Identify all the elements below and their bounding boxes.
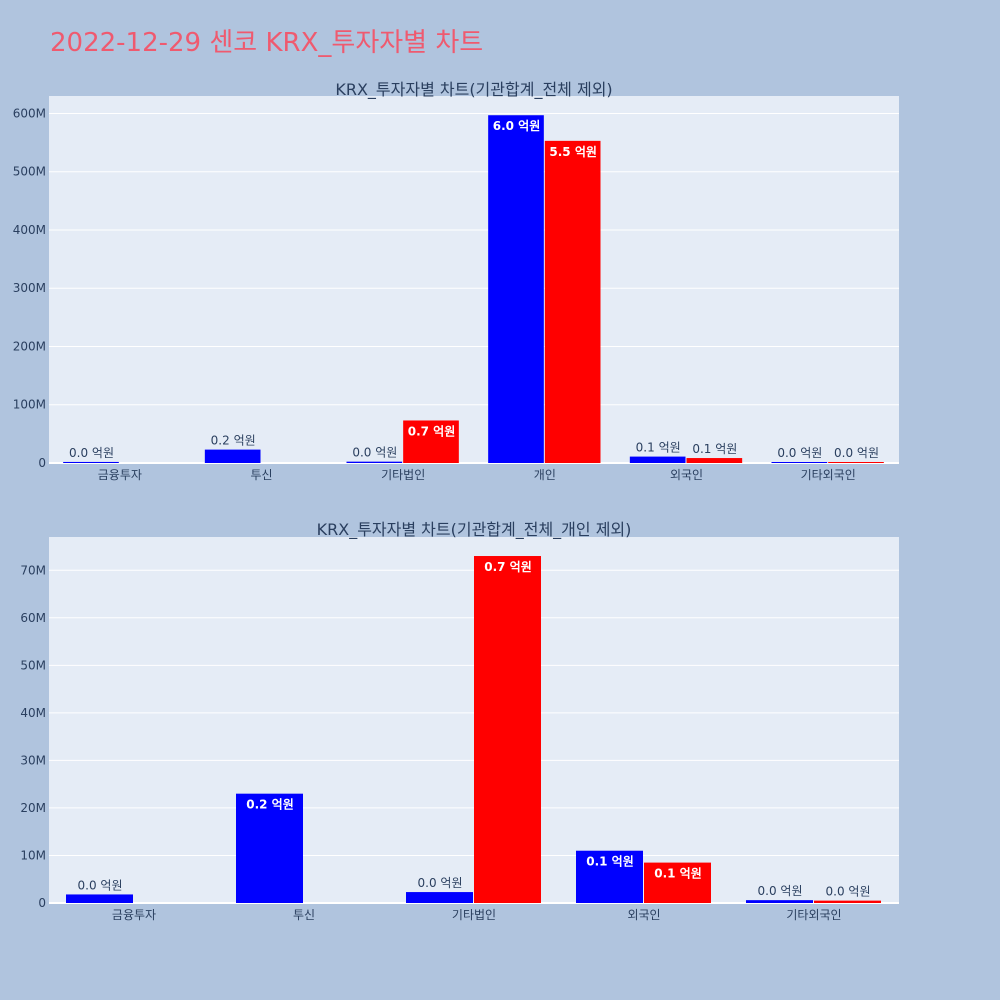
bar-blue [346,461,403,463]
bar-red [814,900,881,903]
chart-all: 0 100M 200M 300M 400M 500M 600M KRX_투자자별 차트(기관합… [13,80,899,482]
data-label: 0.0 억원 [78,878,123,892]
y-tick-label: 600M [13,106,46,120]
y-tick-label: 500M [13,165,46,179]
x-tick-label: 기타외국인 [801,468,856,482]
y-tick-label: 100M [13,398,46,412]
x-tick-label: 외국인 [670,468,703,482]
data-label: 0.7 억원 [484,560,532,574]
chart-title: KRX_투자자별 차트(기관합계_전체 제외) [335,80,612,100]
bar-red [544,140,601,463]
y-tick-label: 400M [13,223,46,237]
bar-blue [406,892,473,903]
chart-title: KRX_투자자별 차트(기관합계_전체_개인 제외) [317,520,632,540]
data-label: 0.0 억원 [69,446,114,460]
data-label: 0.0 억원 [352,446,397,460]
x-tick-label: 개인 [534,468,556,482]
bar-red [828,462,884,463]
plot-area [49,96,899,463]
y-tick-label: 0 [38,896,46,910]
data-label: 0.7 억원 [408,424,456,438]
page-title: 2022-12-29 센코 KRX_투자자별 차트 [50,28,484,58]
bar-blue [771,462,828,463]
data-label: 5.5 억원 [549,145,597,159]
data-label: 0.0 억원 [418,876,463,890]
y-tick-label: 70M [20,563,46,577]
bar-blue [236,793,303,903]
data-label: 0.1 억원 [586,855,634,869]
data-label: 0.0 억원 [834,446,879,460]
bar-blue [629,456,686,463]
y-tick-label: 300M [13,281,46,295]
data-label: 6.0 억원 [493,119,541,133]
bar-red [403,420,459,463]
bar-red [644,862,711,903]
data-label: 0.1 억원 [692,442,737,456]
x-tick-label: 외국인 [627,908,660,922]
data-label: 0.2 억원 [211,434,256,448]
y-tick-label: 0 [38,456,46,470]
y-tick-label: 50M [20,658,46,672]
data-label: 0.0 억원 [758,884,803,898]
x-tick-label: 투신 [293,908,315,922]
x-tick-label: 기타법인 [381,468,425,482]
data-label: 0.1 억원 [654,867,702,881]
y-tick-label: 30M [20,753,46,767]
bar-blue [746,900,813,903]
x-tick-label: 금융투자 [98,468,142,482]
bar-red [474,556,541,903]
bar-blue [63,461,119,463]
chart-excl-individual: 0 10M 20M 30M 40M 50M 60M 70M KRX_투자자별 차트(기관합계_전… [20,520,899,922]
y-tick-label: 200M [13,339,46,353]
x-tick-label: 투신 [250,468,272,482]
bar-blue [488,115,544,463]
y-tick-label: 60M [20,611,46,625]
x-tick-label: 기타외국인 [786,908,841,922]
bar-blue [204,449,261,463]
data-label: 0.0 억원 [826,885,871,899]
y-tick-label: 20M [20,801,46,815]
data-label: 0.1 억원 [636,441,681,455]
x-tick-label: 기타법인 [452,908,496,922]
bar-blue [66,894,133,903]
bar-blue [576,850,643,903]
data-label: 0.2 억원 [246,798,294,812]
data-label: 0.0 억원 [777,446,822,460]
y-tick-label: 40M [20,706,46,720]
bar-red [686,458,743,463]
y-tick-label: 10M [20,848,46,862]
x-tick-label: 금융투자 [112,908,156,922]
